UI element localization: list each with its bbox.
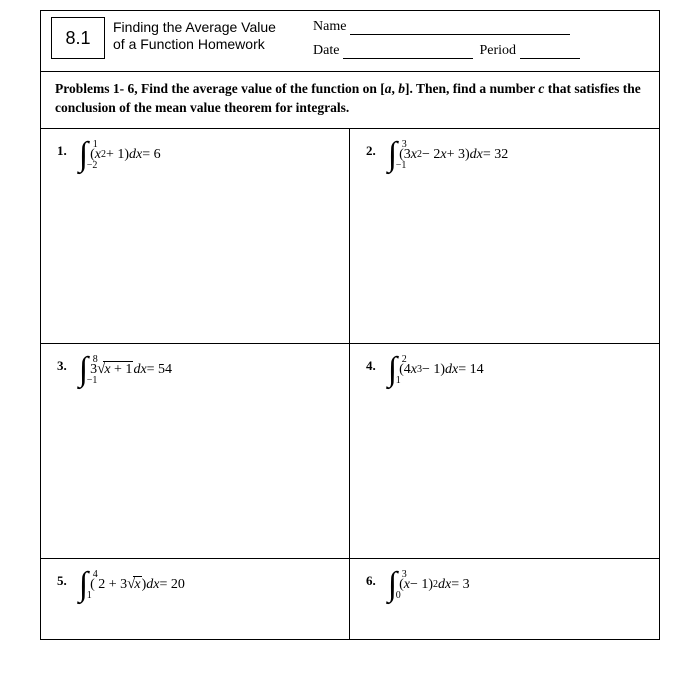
integral-sign: ∫ 3 0 [388, 573, 397, 597]
integral-sign: ∫ 2 1 [388, 358, 397, 382]
name-label: Name [313, 19, 346, 35]
name-field-row: Name [313, 19, 647, 35]
problem-number: 1. [57, 143, 67, 159]
problem-cell-2: 2. ∫ 3 −1 (3x2 − 2x + 3)dx = 32 [350, 129, 659, 344]
integral-sign: ∫ 4 1 [79, 573, 88, 597]
problem-equation-5: ∫ 4 1 ( 2 + 3 √x )dx = 20 [79, 573, 185, 597]
worksheet-container: 8.1 Finding the Average Value of a Funct… [40, 10, 660, 640]
instructions: Problems 1- 6, Find the average value of… [41, 72, 659, 129]
problem-cell-1: 1. ∫ 1 −2 (x2 + 1) dx = 6 [41, 129, 350, 344]
date-label: Date [313, 43, 339, 59]
period-blank[interactable] [520, 58, 580, 59]
problem-equation-3: ∫ 8 −1 3 √x + 1 dx = 54 [79, 358, 172, 382]
integral-sign: ∫ 1 −2 [79, 143, 88, 167]
problem-equation-6: ∫ 3 0 (x − 1)2 dx = 3 [388, 573, 470, 597]
section-number: 8.1 [65, 28, 90, 49]
problem-number: 3. [57, 358, 67, 374]
sqrt: √x + 1 [97, 361, 133, 378]
title-line-1: Finding the Average Value [113, 19, 289, 36]
problem-equation-1: ∫ 1 −2 (x2 + 1) dx = 6 [79, 143, 161, 167]
problem-cell-3: 3. ∫ 8 −1 3 √x + 1 dx = 54 [41, 344, 350, 559]
problem-equation-2: ∫ 3 −1 (3x2 − 2x + 3)dx = 32 [388, 143, 509, 167]
period-label: Period [479, 43, 516, 59]
problem-number: 4. [366, 358, 376, 374]
title-line-2: of a Function Homework [113, 36, 289, 53]
problem-equation-4: ∫ 2 1 (4x3 − 1) dx = 14 [388, 358, 484, 382]
instr-part2: ]. Then, find a number [405, 81, 538, 96]
date-blank[interactable] [343, 58, 473, 59]
instr-part1: Problems 1- 6, Find the average value of… [55, 81, 385, 96]
problem-number: 6. [366, 573, 376, 589]
name-blank[interactable] [350, 34, 570, 35]
header-row: 8.1 Finding the Average Value of a Funct… [41, 11, 659, 72]
sqrt: √x [127, 576, 141, 593]
section-number-box: 8.1 [51, 17, 105, 59]
instr-var-b: b [398, 81, 405, 96]
problem-cell-6: 6. ∫ 3 0 (x − 1)2 dx = 3 [350, 559, 659, 639]
problem-cell-5: 5. ∫ 4 1 ( 2 + 3 √x )dx = 20 [41, 559, 350, 639]
student-fields: Name Date Period [293, 11, 659, 71]
worksheet-title: Finding the Average Value of a Function … [113, 11, 293, 71]
problem-number: 2. [366, 143, 376, 159]
integral-sign: ∫ 3 −1 [388, 143, 397, 167]
problems-grid: 1. ∫ 1 −2 (x2 + 1) dx = 6 2. ∫ 3 −1 (3x2… [41, 129, 659, 639]
integral-sign: ∫ 8 −1 [79, 358, 88, 382]
date-period-row: Date Period [313, 43, 647, 59]
problem-cell-4: 4. ∫ 2 1 (4x3 − 1) dx = 14 [350, 344, 659, 559]
problem-number: 5. [57, 573, 67, 589]
